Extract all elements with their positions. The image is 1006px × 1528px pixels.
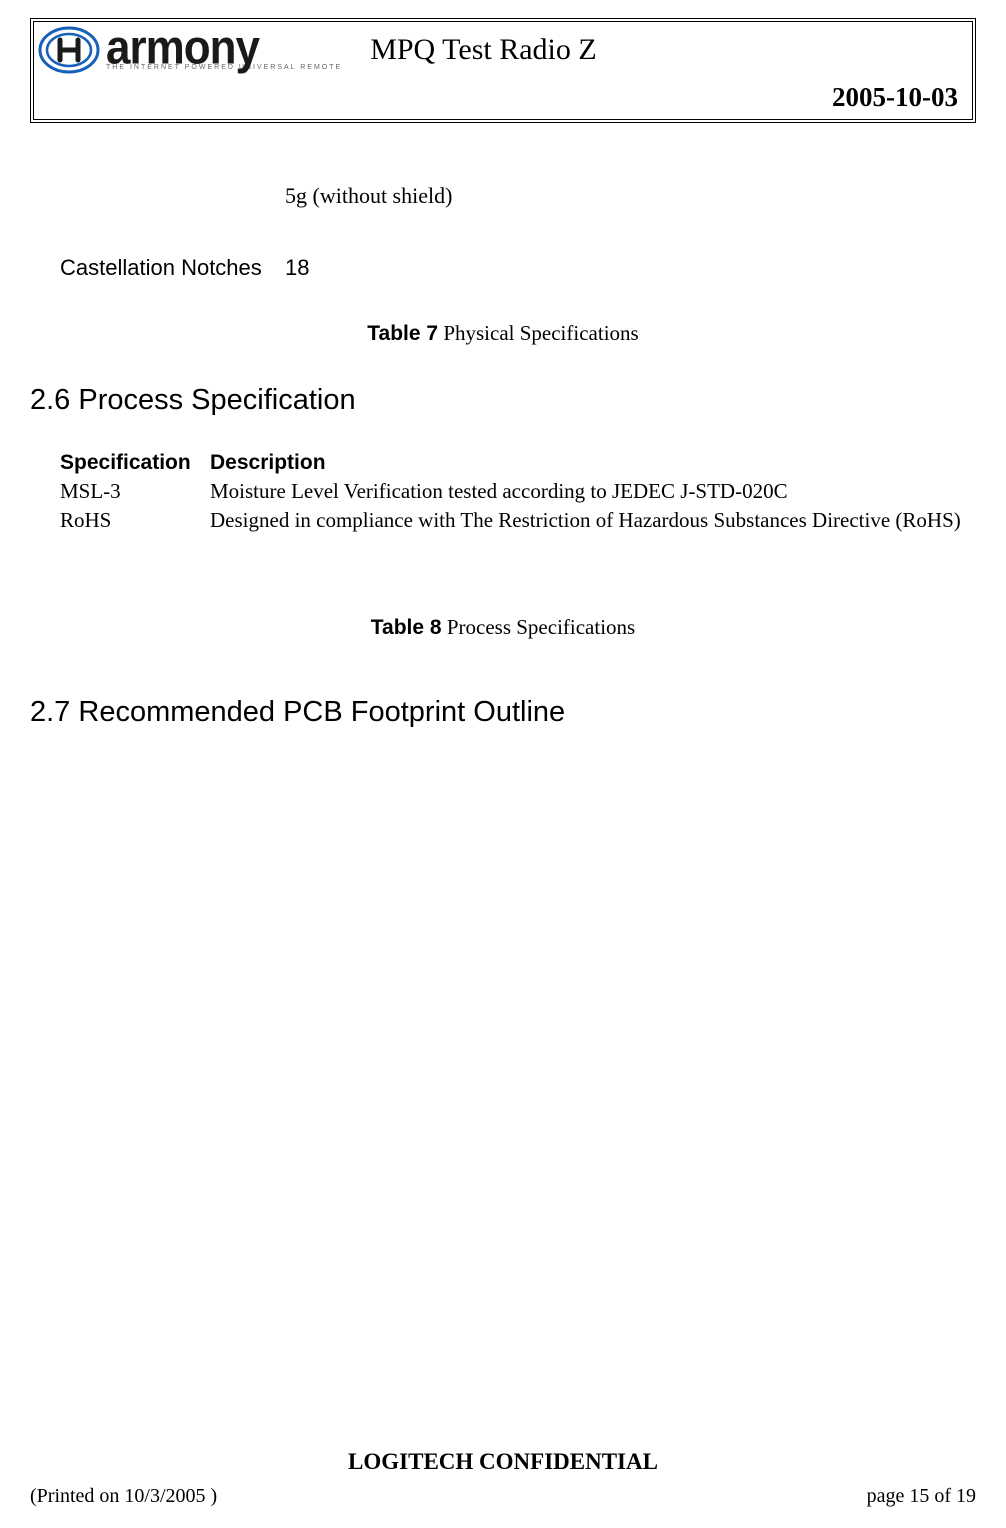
document-date: 2005-10-03: [38, 82, 958, 113]
table-7-caption: Table 7 Physical Specifications: [30, 321, 976, 346]
section-2-7-heading: 2.7 Recommended PCB Footprint Outline: [30, 696, 976, 729]
spec-value: 18: [285, 255, 309, 281]
document-header: armony THE INTERNET POWERED UNIVERSAL RE…: [30, 18, 976, 123]
footer-info-row: (Printed on 10/3/2005 ) page 15 of 19: [30, 1485, 976, 1508]
section-2-6-heading: 2.6 Process Specification: [30, 384, 976, 417]
spec-cell: MSL-3: [60, 479, 210, 504]
page-number: page 15 of 19: [867, 1485, 976, 1508]
spec-label-empty: [30, 183, 285, 209]
confidential-notice: LOGITECH CONFIDENTIAL: [30, 1449, 976, 1475]
spec-label: Castellation Notches: [30, 255, 285, 281]
document-content: 5g (without shield) Castellation Notches…: [0, 183, 1006, 729]
table-header-row: Specification Description: [60, 451, 976, 475]
document-title: MPQ Test Radio Z: [370, 33, 597, 67]
table-row: Castellation Notches 18: [30, 255, 976, 281]
logo-text-wrap: armony THE INTERNET POWERED UNIVERSAL RE…: [106, 29, 342, 71]
column-header: Specification: [60, 451, 210, 475]
table-label: Table 7: [367, 322, 438, 345]
table-row: 5g (without shield): [30, 183, 976, 209]
logo-wordmark: armony: [106, 27, 342, 68]
table-row: RoHS Designed in compliance with The Res…: [60, 508, 976, 533]
desc-cell: Designed in compliance with The Restrict…: [210, 508, 961, 533]
process-spec-table: Specification Description MSL-3 Moisture…: [30, 451, 976, 533]
table-caption-text: Process Specifications: [447, 615, 635, 639]
column-header: Description: [210, 451, 326, 475]
table-label: Table 8: [371, 616, 442, 639]
printed-date: (Printed on 10/3/2005 ): [30, 1485, 217, 1508]
desc-cell: Moisture Level Verification tested accor…: [210, 479, 788, 504]
table-caption-text: Physical Specifications: [443, 321, 638, 345]
header-top-row: armony THE INTERNET POWERED UNIVERSAL RE…: [38, 26, 958, 74]
harmony-logo-icon: [38, 26, 100, 74]
table-8-caption: Table 8 Process Specifications: [30, 615, 976, 640]
spec-cell: RoHS: [60, 508, 210, 533]
harmony-logo: armony THE INTERNET POWERED UNIVERSAL RE…: [38, 26, 342, 74]
table-row: MSL-3 Moisture Level Verification tested…: [60, 479, 976, 504]
document-footer: LOGITECH CONFIDENTIAL (Printed on 10/3/2…: [30, 1449, 976, 1508]
spec-value: 5g (without shield): [285, 183, 452, 209]
